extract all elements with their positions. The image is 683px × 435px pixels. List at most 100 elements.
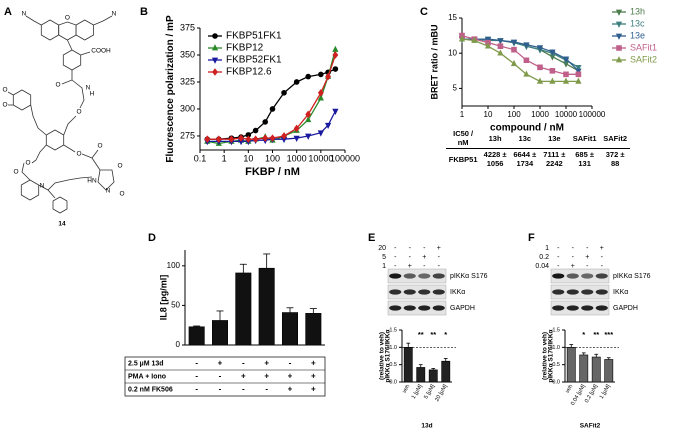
y-tick-label: 1.5 [552, 327, 560, 333]
panel-label: C [420, 6, 428, 18]
bar [591, 356, 601, 383]
y-axis-title: (relative to veh) [541, 332, 548, 380]
structure [7, 15, 115, 214]
legend-marker [211, 57, 219, 64]
blot-band [581, 305, 594, 311]
legend-label: 13c [630, 18, 645, 28]
data-point [523, 42, 530, 49]
x-tick-label: 10 [484, 110, 493, 119]
bar [566, 347, 576, 383]
treatment-sign: + [437, 245, 441, 252]
bond [63, 115, 77, 136]
x-tick-label: 0.2 [µM] [584, 383, 599, 404]
treatment-sign: - [586, 245, 589, 252]
y-axis-title: BRET ratio / mBU [430, 24, 440, 99]
data-point [471, 36, 478, 43]
ring [58, 21, 77, 41]
bar [579, 354, 589, 383]
data-point [317, 130, 324, 137]
bond [63, 144, 76, 153]
blot-label: IKKα [450, 289, 465, 296]
atom: N [86, 85, 91, 92]
data-point [305, 115, 312, 123]
ring [62, 49, 82, 71]
bar [258, 267, 275, 346]
panel-label: B [140, 6, 148, 18]
x-tick-label: 1000 [287, 153, 307, 163]
data-point [511, 46, 517, 53]
x-tick-label: 10000 [555, 110, 578, 119]
condition-sign: + [288, 372, 293, 381]
legend-marker [211, 44, 219, 51]
y-tick-label: 1.0 [389, 345, 397, 351]
bar [281, 312, 298, 346]
data-point [536, 77, 544, 84]
legend-marker [615, 56, 623, 63]
atom: O [2, 87, 7, 94]
data-point [317, 88, 324, 97]
series-line [461, 34, 579, 75]
bond [67, 39, 73, 51]
x-tick-label: 1 [460, 110, 465, 119]
treatment-sign: - [394, 254, 397, 261]
y-axis-title: pIKKα S176/IKKα [547, 329, 554, 382]
condition-sign: + [264, 372, 269, 381]
y-tick-label: 15 [448, 13, 457, 22]
data-point [537, 64, 543, 71]
blot-band [552, 305, 565, 311]
data-point [536, 45, 544, 52]
legend-marker [615, 33, 623, 40]
bar [441, 360, 451, 383]
x-tick-label: 1000 [531, 110, 549, 119]
data-point [281, 132, 287, 140]
treatment-sign: - [601, 254, 604, 261]
blot-band [418, 273, 431, 279]
treatment-dose: 5 [382, 254, 386, 261]
data-point [549, 77, 556, 84]
bond [91, 157, 101, 171]
y-axis-title: IL8 [pg/ml] [159, 275, 169, 321]
data-point [228, 135, 235, 144]
bond [30, 104, 47, 136]
legend-label: 13e [630, 30, 645, 40]
condition-sign: - [242, 359, 245, 368]
atom: O [2, 102, 7, 109]
data-point [252, 135, 259, 144]
table-cell: FKBP51 [448, 154, 478, 164]
condition-name: 2.5 µM 13d [128, 360, 164, 367]
series-line [462, 38, 579, 68]
condition-sign: + [311, 372, 316, 381]
legend-label: SAFit1 [630, 42, 657, 52]
ring [52, 196, 68, 214]
data-point [238, 134, 244, 142]
bond [7, 91, 14, 96]
condition-box [124, 356, 326, 397]
treatment-sign: - [557, 254, 560, 261]
table-header-cell: 13c [509, 128, 540, 149]
y-tick-label: 325 [180, 76, 195, 86]
atom: O [76, 109, 81, 116]
blot-label: pIKKα S176 [450, 273, 488, 280]
y-axis-title: pIKKα S176/IKKα [384, 329, 391, 382]
table-header-cell: SAFit2 [600, 128, 630, 149]
condition-sign: + [311, 385, 316, 394]
data-point [497, 43, 504, 49]
atom: HN [87, 178, 97, 185]
data-point [262, 119, 269, 125]
bar [604, 359, 614, 383]
blot-band [581, 273, 594, 279]
bond [71, 79, 85, 109]
treatment-sign: + [571, 263, 575, 270]
data-point [523, 70, 530, 77]
blot-band [566, 273, 579, 279]
data-point [281, 89, 287, 96]
data-point [549, 68, 556, 74]
y-tick-label: 0.0 [389, 379, 397, 385]
legend-label: FKBP12.6 [226, 67, 272, 78]
atom: O [25, 160, 30, 167]
data-point [293, 79, 300, 85]
series-line [461, 38, 579, 83]
data-point [562, 77, 570, 84]
blot-band [552, 273, 565, 279]
blot-band [389, 289, 402, 295]
